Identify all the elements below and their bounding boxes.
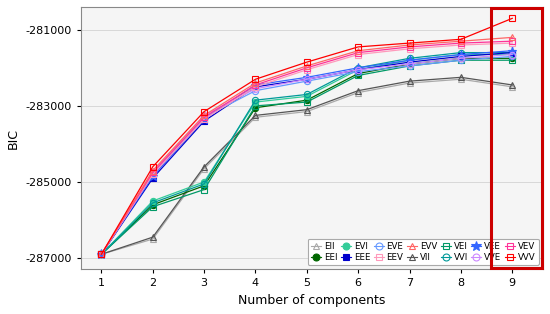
X-axis label: Number of components: Number of components [238,294,386,307]
Bar [491,8,542,268]
Legend: EII, EEI, EVI, EEE, EVE, EEV, EVV, VII, VEI, VVI, VEE, VVE, VEV, VVV: EII, EEI, EVI, EEE, EVE, EEV, EVV, VII, … [307,239,539,265]
Y-axis label: BIC: BIC [7,128,20,149]
